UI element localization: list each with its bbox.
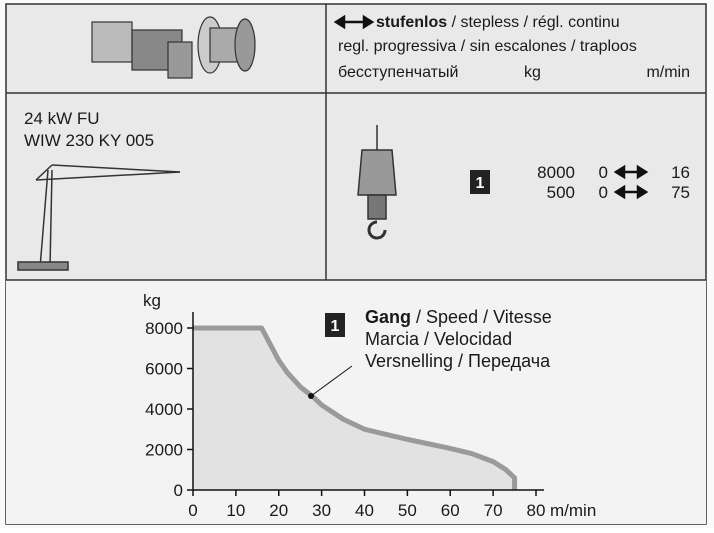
x-tick-label: 20 — [269, 501, 288, 520]
x-tick-label: 80 — [527, 501, 546, 520]
mode-text: stufenlos / stepless / régl. continu — [376, 14, 620, 31]
x-tick-label: 40 — [355, 501, 374, 520]
y-axis-label: kg — [143, 291, 161, 310]
unit-label: m/min — [646, 64, 690, 81]
unit-label: kg — [524, 64, 541, 81]
x-tick-label: 50 — [398, 501, 417, 520]
legend-line: Marcia / Velocidad — [365, 329, 512, 349]
speed-min-cell: 0 — [599, 163, 608, 182]
y-tick-label: 0 — [174, 481, 183, 500]
x-tick-label: 10 — [226, 501, 245, 520]
speed-min-cell: 0 — [599, 183, 608, 202]
y-tick-label: 4000 — [145, 400, 183, 419]
y-tick-label: 8000 — [145, 319, 183, 338]
y-tick-label: 2000 — [145, 441, 183, 460]
x-tick-label: 0 — [188, 501, 197, 520]
model-power: 24 kW FU — [24, 109, 100, 128]
x-tick-label: 30 — [312, 501, 331, 520]
load-cell: 8000 — [537, 163, 575, 182]
gear-badge-label: 1 — [331, 318, 340, 335]
x-tick-label: 60 — [441, 501, 460, 520]
y-tick-label: 6000 — [145, 360, 183, 379]
model-code: WIW 230 KY 005 — [24, 131, 154, 150]
page: stufenlos / stepless / régl. continu reg… — [0, 0, 714, 533]
mode-line: бесступенчатый — [338, 64, 458, 81]
sheet: stufenlos / stepless / régl. continu reg… — [0, 0, 714, 528]
gear-badge-label: 1 — [476, 175, 485, 192]
legend-line: Versnelling / Передача — [365, 351, 551, 371]
x-axis-label: m/min — [550, 501, 596, 520]
load-cell: 500 — [547, 183, 575, 202]
legend-rest: / Speed / Vitesse — [416, 307, 552, 327]
legend-bold: Gang — [365, 307, 411, 327]
x-tick-label: 70 — [484, 501, 503, 520]
legend-line: Gang / Speed / Vitesse — [365, 307, 552, 327]
speed-max-cell: 16 — [671, 163, 690, 182]
speed-max-cell: 75 — [671, 183, 690, 202]
mode-line: regl. progressiva / sin escalones / trap… — [338, 38, 637, 55]
mode-bold: stufenlos — [376, 14, 447, 31]
mode-rest: / stepless / régl. continu — [452, 14, 620, 31]
